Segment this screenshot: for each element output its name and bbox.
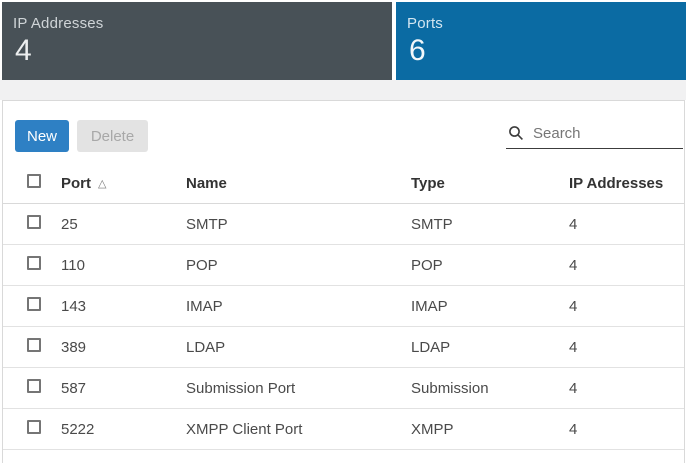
row-checkbox[interactable]: [27, 256, 41, 270]
table-row[interactable]: 143 IMAP IMAP 4: [3, 286, 684, 327]
cell-ip-addresses: 4: [569, 379, 578, 397]
cell-name: SMTP: [186, 215, 228, 233]
cell-type: POP: [411, 256, 443, 274]
column-header-name[interactable]: Name: [186, 174, 227, 192]
cell-ip-addresses: 4: [569, 338, 578, 356]
cell-port: 143: [61, 297, 87, 315]
sort-ascending-icon: △: [98, 177, 107, 190]
row-checkbox[interactable]: [27, 215, 41, 229]
cell-type: LDAP: [411, 338, 451, 356]
tab-ports[interactable]: Ports 6: [396, 2, 686, 80]
tile-label: IP Addresses: [13, 15, 104, 32]
cell-port: 25: [61, 215, 78, 233]
column-header-type[interactable]: Type: [411, 174, 445, 192]
cell-name: IMAP: [186, 297, 223, 315]
select-all-checkbox[interactable]: [27, 174, 41, 188]
ports-panel: New Delete Port△ Name Type IP Addresses …: [2, 100, 685, 463]
search-input[interactable]: [533, 125, 683, 142]
table-row[interactable]: 587 Submission Port Submission 4: [3, 368, 684, 409]
table-row[interactable]: 110 POP POP 4: [3, 245, 684, 286]
cell-type: Submission: [411, 379, 489, 397]
cell-port: 389: [61, 338, 87, 356]
cell-name: POP: [186, 256, 218, 274]
tile-label: Ports: [407, 15, 444, 32]
new-button[interactable]: New: [15, 120, 69, 152]
search-icon: [509, 125, 523, 140]
tile-value: 4: [15, 34, 32, 67]
background-strip: [0, 80, 686, 100]
header-checkbox-cell: [3, 174, 61, 192]
table-row[interactable]: 25 SMTP SMTP 4: [3, 204, 684, 245]
row-checkbox[interactable]: [27, 338, 41, 352]
cell-name: Submission Port: [186, 379, 296, 397]
row-checkbox[interactable]: [27, 297, 41, 311]
summary-tiles: IP Addresses 4 Ports 6: [2, 2, 686, 80]
cell-type: IMAP: [411, 297, 448, 315]
search-box: [506, 119, 683, 149]
tile-value: 6: [409, 34, 426, 67]
cell-ip-addresses: 4: [569, 215, 578, 233]
row-checkbox[interactable]: [27, 420, 41, 434]
tab-ip-addresses[interactable]: IP Addresses 4: [2, 2, 392, 80]
table-row[interactable]: 389 LDAP LDAP 4: [3, 327, 684, 368]
table-row[interactable]: 5222 XMPP Client Port XMPP 4: [3, 409, 684, 450]
cell-ip-addresses: 4: [569, 297, 578, 315]
cell-name: LDAP: [186, 338, 226, 356]
cell-port: 5222: [61, 420, 95, 438]
cell-name: XMPP Client Port: [186, 420, 303, 438]
cell-ip-addresses: 4: [569, 256, 578, 274]
table-header-row: Port △ Name Type IP Addresses: [3, 163, 684, 204]
row-checkbox[interactable]: [27, 379, 41, 393]
delete-button[interactable]: Delete: [77, 120, 148, 152]
cell-type: SMTP: [411, 215, 453, 233]
cell-type: XMPP: [411, 420, 454, 438]
cell-port: 587: [61, 379, 87, 397]
cell-ip-addresses: 4: [569, 420, 578, 438]
toolbar: New Delete: [3, 101, 684, 163]
cell-port: 110: [61, 256, 85, 274]
column-header-port[interactable]: Port △: [61, 174, 107, 192]
column-header-ip-addresses[interactable]: IP Addresses: [569, 174, 664, 192]
